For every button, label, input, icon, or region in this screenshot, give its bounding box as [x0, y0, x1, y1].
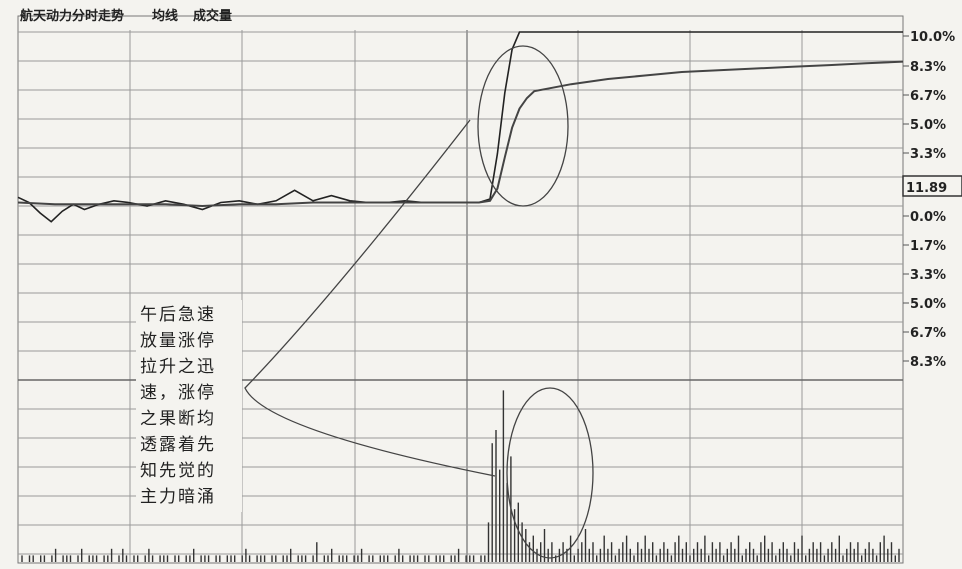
- y-tick-label: 6.7%: [910, 326, 946, 341]
- annotation-line: 速，涨停: [140, 383, 216, 403]
- annotation-line: 放量涨停: [140, 331, 216, 351]
- y-tick-label: 5.0%: [910, 118, 946, 133]
- chart-title: 航天动力分时走势: [20, 8, 124, 24]
- price-circle: [477, 45, 569, 207]
- leader-line: [244, 119, 496, 477]
- annotation-line: 知先觉的: [140, 461, 216, 481]
- annotation-line: 主力暗涌: [140, 487, 216, 507]
- annotation-line: 午后急速: [140, 305, 216, 325]
- y-tick-label: 3.3%: [910, 147, 946, 162]
- y-tick-label: 8.3%: [910, 60, 946, 75]
- annotation-line: 透露着先: [140, 435, 216, 455]
- plot-frame: [17, 15, 904, 564]
- y-tick-label: 3.3%: [910, 268, 946, 283]
- y-tick-label: 10.0%: [910, 30, 955, 45]
- volume-circle: [506, 387, 594, 559]
- price-line: [17, 31, 903, 223]
- price-badge: 11.89: [906, 181, 947, 196]
- y-tick-label: 5.0%: [910, 297, 946, 312]
- annotation-line: 之果断均: [140, 409, 216, 429]
- annotation-line: 拉升之迅: [140, 357, 216, 377]
- volume-bars: [21, 390, 900, 562]
- price-series: [17, 31, 904, 223]
- y-axis-labels: 10.0% 8.3% 6.7% 5.0% 3.3% 0.0% 1.7% 3.3% 5.0% 6.7…: [903, 30, 955, 370]
- average-line: [17, 60, 904, 208]
- legend-avg: 均线: [152, 8, 178, 24]
- legend-volume: 成交量: [193, 8, 232, 24]
- y-tick-label: 1.7%: [910, 239, 946, 254]
- annotation-bg: [136, 300, 242, 512]
- y-tick-label: 0.0%: [910, 210, 946, 225]
- y-tick-label: 6.7%: [910, 89, 946, 104]
- price-badge-box: [902, 175, 962, 197]
- y-tick-label: 8.3%: [910, 355, 946, 370]
